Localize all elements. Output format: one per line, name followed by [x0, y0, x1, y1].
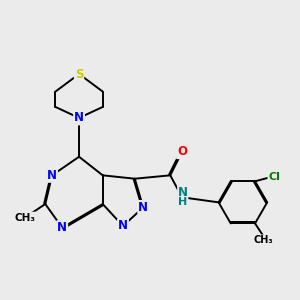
Text: O: O [177, 145, 187, 158]
Text: CH₃: CH₃ [254, 235, 273, 245]
Text: N: N [47, 169, 57, 182]
Text: Cl: Cl [268, 172, 280, 182]
Text: CH₃: CH₃ [14, 213, 35, 223]
Text: N: N [74, 111, 84, 124]
Text: S: S [75, 68, 83, 80]
Text: N: N [138, 201, 148, 214]
Text: N: N [178, 186, 188, 199]
Text: N: N [57, 221, 67, 234]
Text: N: N [118, 220, 128, 232]
Text: H: H [178, 197, 188, 207]
